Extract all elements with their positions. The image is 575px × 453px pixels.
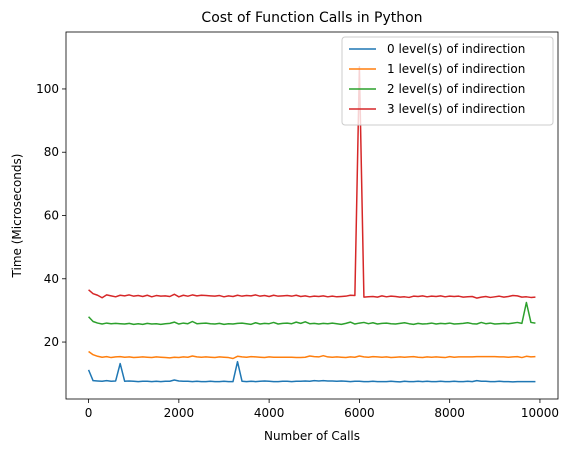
x-tick-label: 0 <box>85 406 93 420</box>
chart-title: Cost of Function Calls in Python <box>201 10 422 26</box>
legend-box <box>341 36 554 126</box>
x-axis-label: Number of Calls <box>264 429 360 443</box>
series-line-2 <box>88 301 536 326</box>
x-axis-ticks: 0 2000 4000 6000 8000 10000 <box>85 399 559 420</box>
x-tick-label: 8000 <box>434 406 465 420</box>
y-tick-label: 20 <box>44 335 59 349</box>
legend: 0 level(s) of indirection 1 level(s) of i… <box>341 36 554 126</box>
y-tick-label: 60 <box>44 209 59 223</box>
plot-lines <box>87 66 536 383</box>
y-tick-label: 80 <box>44 145 59 159</box>
x-tick-label: 2000 <box>164 406 195 420</box>
y-axis-label: Time (Microseconds) <box>10 154 24 279</box>
series-line-1 <box>88 350 536 360</box>
legend-label-1: 1 level(s) of indirection <box>387 62 525 76</box>
y-tick-label: 40 <box>44 272 59 286</box>
legend-label-3: 3 level(s) of indirection <box>387 102 525 116</box>
legend-label-0: 0 level(s) of indirection <box>387 42 525 56</box>
x-tick-label: 6000 <box>344 406 375 420</box>
x-tick-label: 4000 <box>254 406 285 420</box>
y-tick-label: 100 <box>36 82 59 96</box>
series-line-0 <box>87 360 536 383</box>
x-tick-label: 10000 <box>521 406 559 420</box>
series-line-3 <box>88 66 536 299</box>
legend-label-2: 2 level(s) of indirection <box>387 82 525 96</box>
y-axis-ticks: 20 40 60 80 100 <box>36 82 66 349</box>
